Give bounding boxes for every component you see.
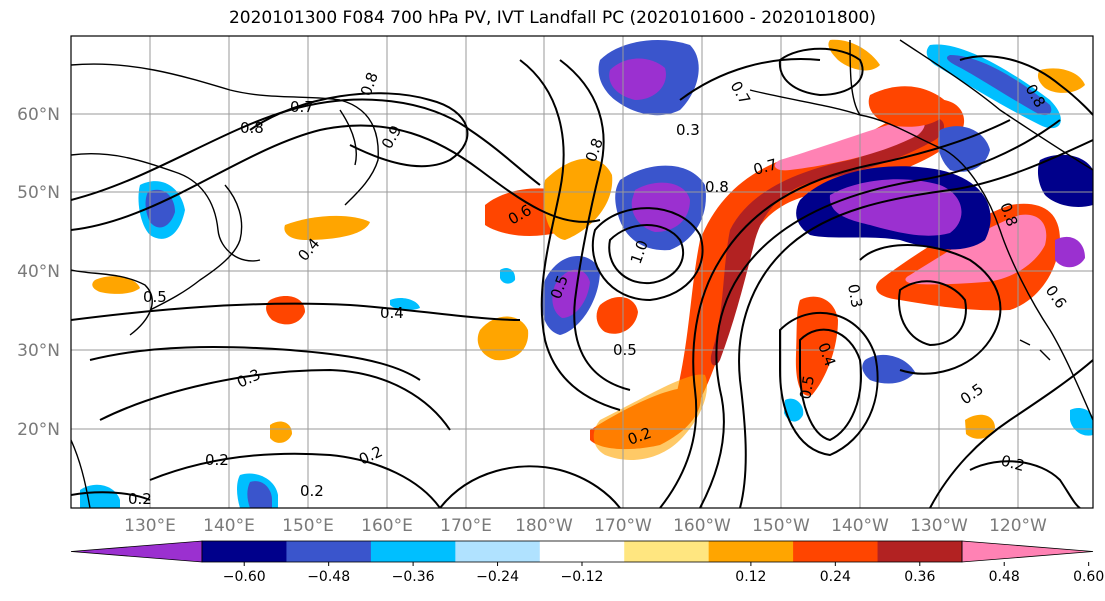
map-title: 2020101300 F084 700 hPa PV, IVT Landfall… bbox=[228, 8, 876, 28]
contour-label: 0.8 bbox=[240, 119, 264, 137]
contour-label: 0.5 bbox=[613, 341, 637, 359]
lat-label: 40°N bbox=[17, 262, 60, 282]
plot-frame bbox=[70, 35, 1094, 509]
contour-label: 0.4 bbox=[380, 304, 404, 322]
colorbar-segment bbox=[455, 541, 541, 562]
lat-label: 50°N bbox=[17, 183, 60, 203]
contour-label: 0.7 bbox=[290, 98, 314, 116]
contour-label: 0.5 bbox=[143, 288, 167, 306]
colorbar-tick-label: −0.12 bbox=[561, 569, 604, 585]
lat-label: 30°N bbox=[17, 341, 60, 361]
lat-label: 20°N bbox=[17, 420, 60, 440]
contour-label: 0.5 bbox=[796, 374, 818, 401]
colorbar-tick-label: 0.12 bbox=[735, 569, 766, 585]
contour-label: 0.8 bbox=[705, 178, 729, 196]
colorbar-segment bbox=[708, 541, 794, 562]
contour-label: 0.2 bbox=[205, 451, 229, 469]
lon-label: 130°W bbox=[910, 516, 968, 536]
colorbar-tick-label: −0.48 bbox=[307, 569, 350, 585]
contour-label: 0.2 bbox=[999, 451, 1027, 475]
pv-contours bbox=[71, 47, 1093, 508]
contour-label: 0.3 bbox=[676, 121, 700, 139]
colorbar-tick-label: −0.24 bbox=[476, 569, 519, 585]
lon-label: 140°E bbox=[203, 516, 255, 536]
lon-label: 150°E bbox=[282, 516, 334, 536]
plot-area: 0.8 0.8 0.7 0.9 0.8 0.6 0.4 0.5 0.4 0.3 … bbox=[71, 36, 1093, 508]
lat-label: 60°N bbox=[17, 105, 60, 125]
contour-label: 0.3 bbox=[844, 283, 866, 310]
colorbar-tick-label: 0.36 bbox=[904, 569, 935, 585]
pc-shading bbox=[80, 39, 1093, 508]
lon-label: 180°W bbox=[515, 516, 573, 536]
lon-label: 170°W bbox=[594, 516, 652, 536]
lon-label: 140°W bbox=[831, 516, 889, 536]
longitude-labels: 130°E 140°E 150°E 160°E 170°E 180°W 170°… bbox=[124, 516, 1047, 536]
colorbar-tick-label: 0.48 bbox=[989, 569, 1020, 585]
colorbar-segment bbox=[877, 541, 963, 562]
colorbar-tick-label: −0.36 bbox=[392, 569, 435, 585]
colorbar-extend-low bbox=[70, 540, 203, 563]
coastlines bbox=[71, 39, 1093, 508]
lon-label: 160°W bbox=[673, 516, 731, 536]
contour-label: 0.2 bbox=[300, 482, 324, 500]
colorbar-segment bbox=[539, 541, 625, 562]
contour-label: 0.2 bbox=[128, 490, 152, 508]
contour-label: 0.7 bbox=[751, 155, 779, 179]
latitude-labels: 60°N 50°N 40°N 30°N 20°N bbox=[17, 105, 60, 440]
colorbar-tick-label: −0.60 bbox=[223, 569, 266, 585]
colorbar: −0.60 −0.48 −0.36 −0.24 −0.12 0.12 0.24 0.36 0.4… bbox=[70, 540, 1104, 585]
lon-label: 150°W bbox=[752, 516, 810, 536]
colorbar-tick-label: 0.24 bbox=[820, 569, 851, 585]
colorbar-extend-high bbox=[961, 540, 1094, 563]
lon-label: 130°E bbox=[124, 516, 176, 536]
lon-label: 120°W bbox=[989, 516, 1047, 536]
colorbar-segment bbox=[202, 541, 287, 562]
colorbar-tick-label: 0.60 bbox=[1073, 569, 1104, 585]
colorbar-segment bbox=[793, 541, 879, 562]
lon-label: 170°E bbox=[440, 516, 492, 536]
lon-label: 160°E bbox=[361, 516, 413, 536]
colorbar-segment bbox=[370, 541, 456, 562]
colorbar-segment bbox=[286, 541, 372, 562]
colorbar-segment bbox=[624, 541, 710, 562]
